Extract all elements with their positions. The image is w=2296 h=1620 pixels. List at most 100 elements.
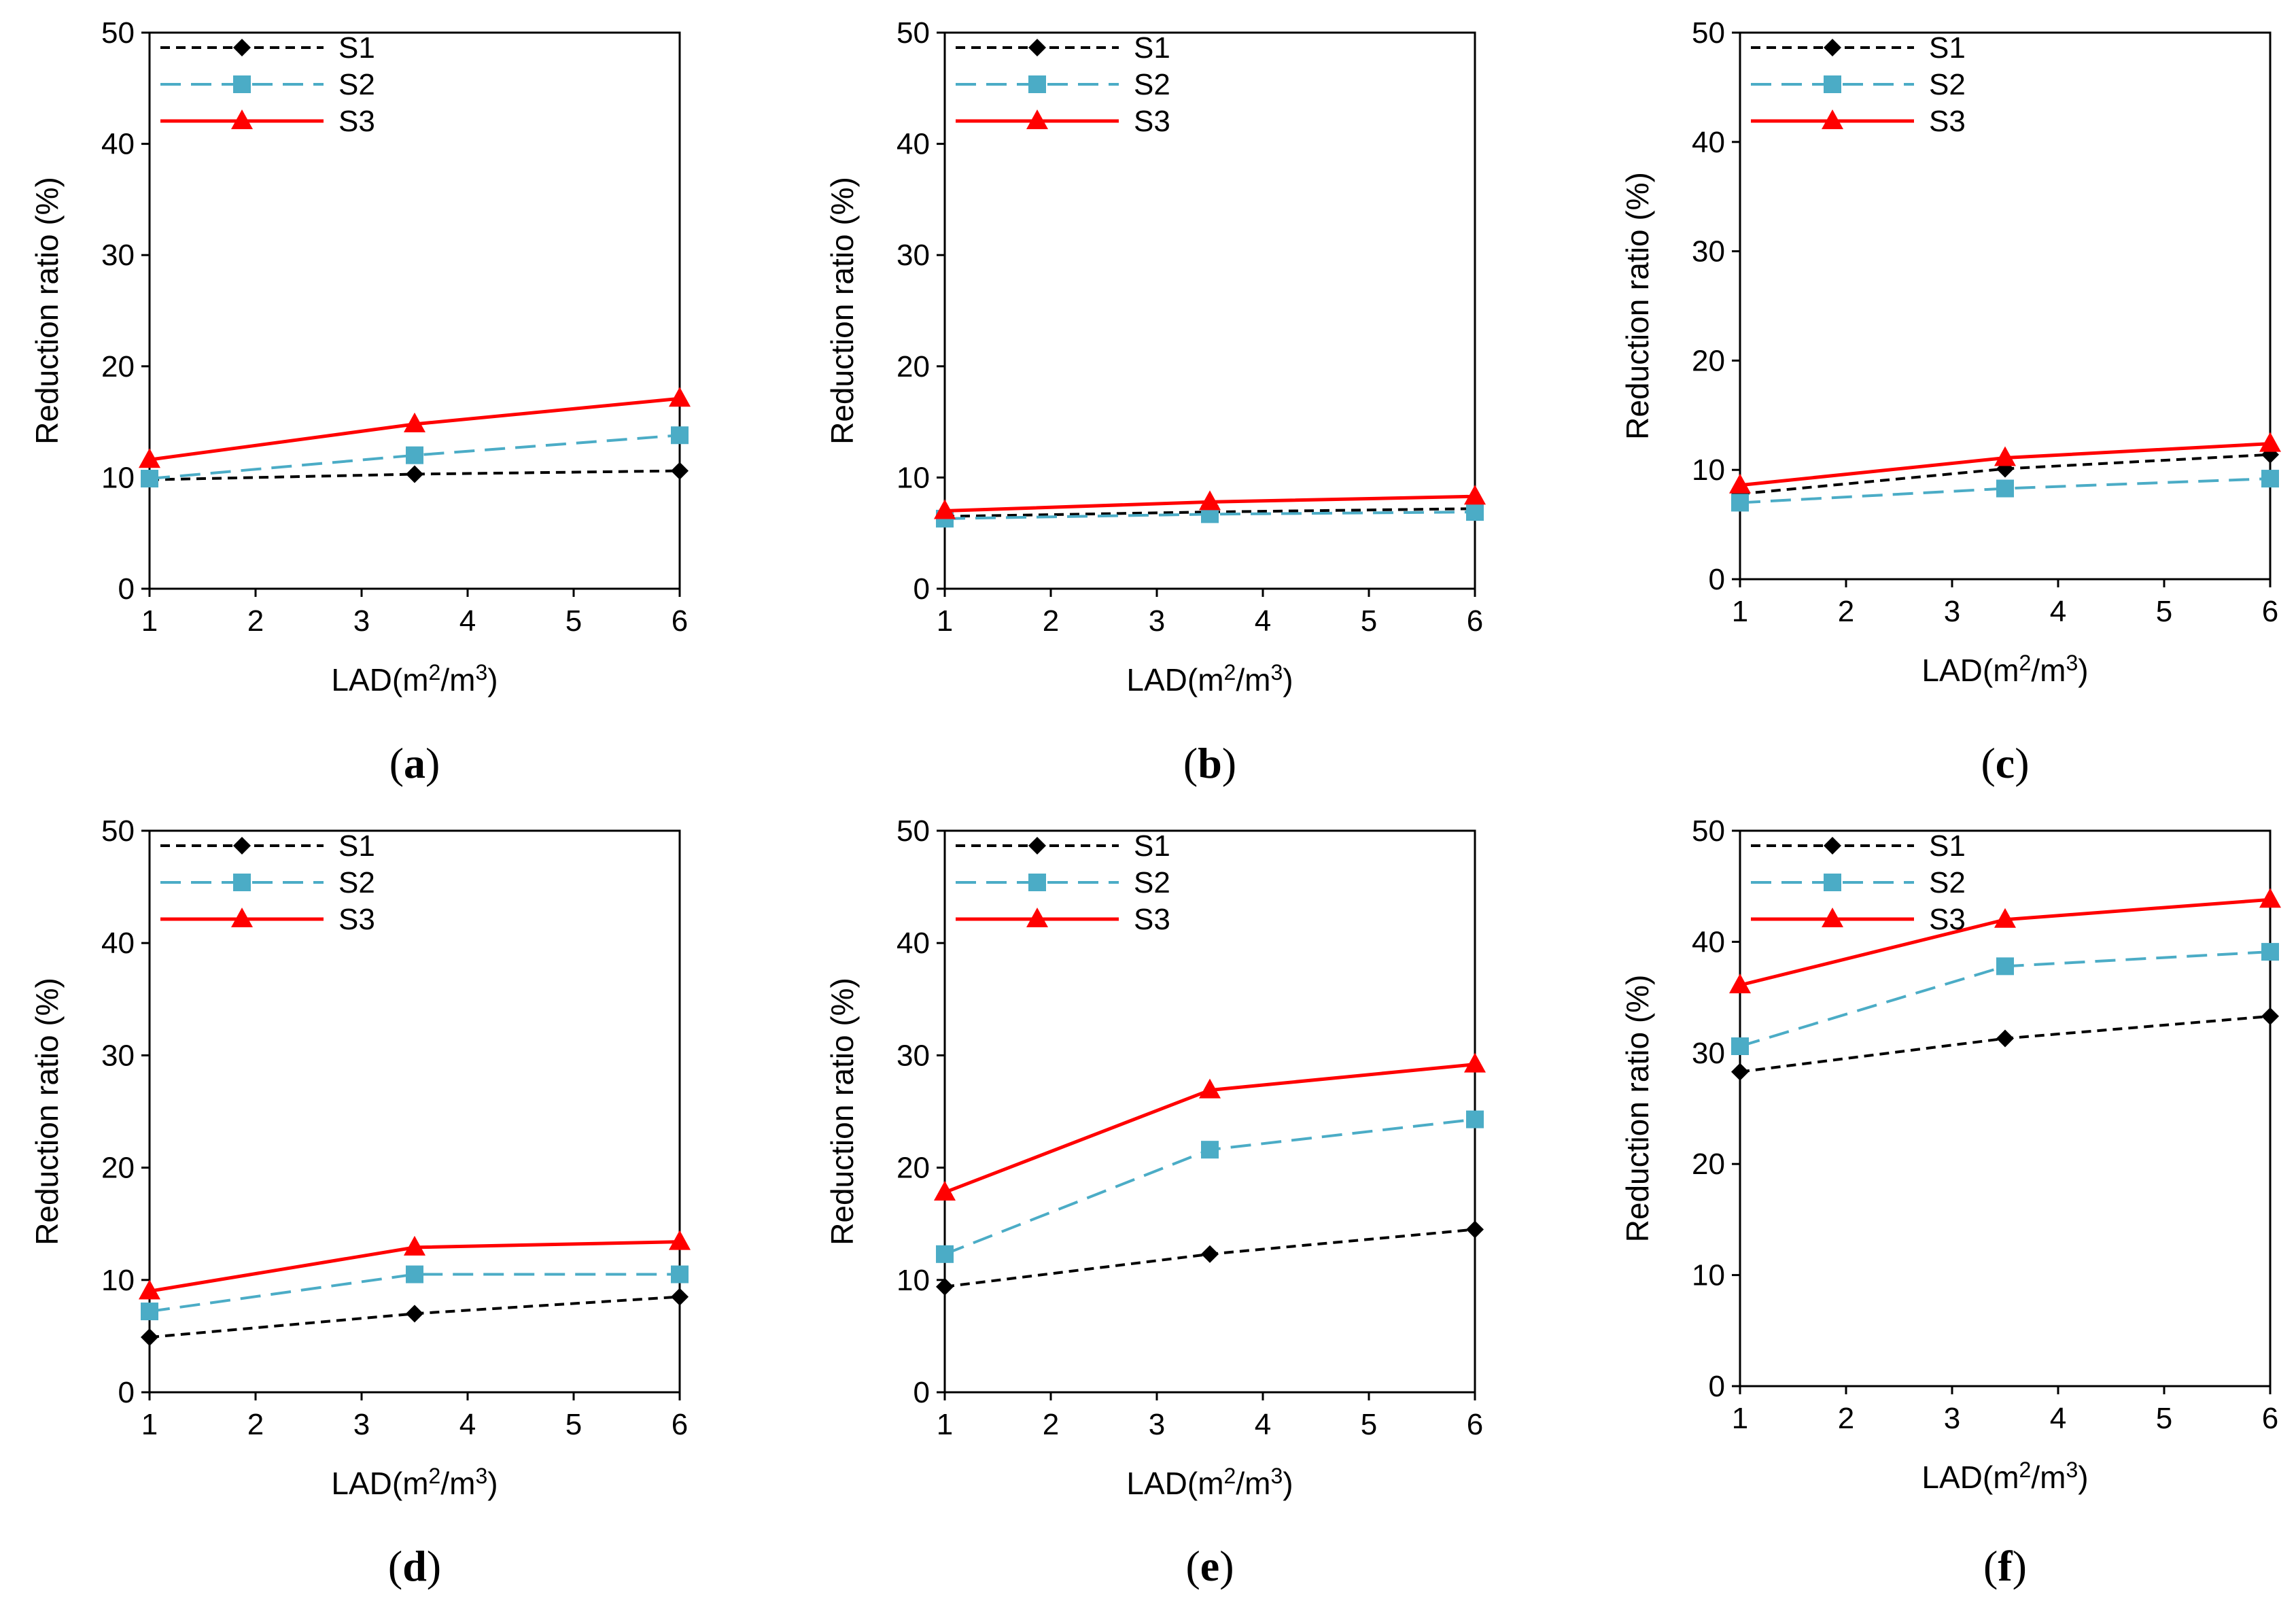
y-tick-label: 0 bbox=[1709, 563, 1725, 596]
data-point-s2 bbox=[1996, 479, 2014, 498]
data-point-s3 bbox=[139, 448, 160, 468]
x-axis-label: LAD(m2/m3) bbox=[1126, 660, 1293, 697]
y-tick-label: 40 bbox=[897, 128, 930, 161]
x-tick-label: 6 bbox=[672, 1408, 688, 1441]
data-point-s2 bbox=[1731, 494, 1749, 512]
y-tick-label: 10 bbox=[897, 461, 930, 494]
data-point-s3 bbox=[2259, 888, 2281, 908]
x-tick-label: 2 bbox=[247, 604, 264, 638]
y-tick-label: 50 bbox=[1692, 16, 1725, 50]
data-point-s1 bbox=[406, 1305, 423, 1323]
data-point-s2 bbox=[1996, 957, 2014, 976]
x-tick-label: 1 bbox=[141, 604, 158, 638]
x-tick-label: 1 bbox=[1732, 1402, 1748, 1435]
y-tick-label: 20 bbox=[897, 350, 930, 383]
data-point-s3 bbox=[404, 1235, 425, 1256]
data-point-s3 bbox=[1199, 1078, 1221, 1099]
panel-label: (b) bbox=[1183, 739, 1236, 787]
panel-label-letter: c bbox=[1996, 739, 2015, 787]
x-axis-label-superscript: 3 bbox=[1270, 660, 1283, 685]
x-axis-label-part: ) bbox=[487, 1466, 498, 1501]
legend-label-s2: S2 bbox=[1929, 68, 1966, 101]
x-axis-label-superscript: 3 bbox=[2066, 651, 2078, 675]
series-line-s2 bbox=[944, 1118, 1476, 1256]
x-axis-label-part: /m bbox=[2031, 1460, 2066, 1495]
x-axis-label-superscript: 3 bbox=[1270, 1464, 1283, 1488]
x-tick-label: 4 bbox=[2050, 1402, 2066, 1435]
legend-label-s3: S3 bbox=[1134, 105, 1170, 138]
data-point-s2 bbox=[2261, 943, 2279, 961]
panel-label: (c) bbox=[1981, 739, 2029, 787]
x-tick-label: 4 bbox=[2050, 595, 2066, 628]
legend-marker-s2 bbox=[1028, 75, 1046, 93]
x-tick-label: 5 bbox=[1361, 604, 1377, 638]
legend-marker-s3 bbox=[231, 109, 253, 129]
panel-label-letter: f bbox=[1998, 1542, 2013, 1590]
y-tick-label: 0 bbox=[914, 1376, 930, 1409]
x-axis-label-part: LAD(m bbox=[331, 662, 428, 697]
x-axis-label-superscript: 3 bbox=[2066, 1458, 2078, 1482]
x-axis-label-superscript: 2 bbox=[429, 660, 441, 685]
legend-label-s3: S3 bbox=[1134, 903, 1170, 936]
panel-label: (e) bbox=[1185, 1542, 1234, 1590]
x-tick-label: 3 bbox=[1944, 1402, 1960, 1435]
legend-marker-s2 bbox=[233, 75, 251, 93]
data-point-s1 bbox=[1201, 1245, 1219, 1263]
y-axis-label: Reduction ratio (%) bbox=[29, 978, 65, 1245]
data-point-s3 bbox=[1464, 485, 1486, 505]
x-axis-label: LAD(m2/m3) bbox=[331, 1464, 498, 1501]
y-axis-label: Reduction ratio (%) bbox=[824, 177, 860, 445]
x-axis-label-part: ) bbox=[2078, 653, 2088, 688]
chart-panel-e: 0 10 20 30 40 50 1 2 3 4 5 6 Reduction ratio (%) LAD(… bbox=[824, 814, 1486, 1590]
y-tick-label: 50 bbox=[1692, 814, 1725, 848]
panel-label-paren: ( bbox=[1183, 739, 1198, 787]
y-tick-label: 10 bbox=[101, 461, 135, 494]
legend-label-s2: S2 bbox=[1134, 68, 1170, 101]
x-axis-label: LAD(m2/m3) bbox=[1126, 1464, 1293, 1501]
x-tick-label: 5 bbox=[1361, 1408, 1377, 1441]
legend-marker-s1 bbox=[1824, 39, 1841, 56]
x-axis-label-superscript: 2 bbox=[1224, 1464, 1236, 1488]
panel-label-paren: ) bbox=[1219, 1542, 1234, 1590]
data-point-s3 bbox=[1199, 490, 1221, 511]
data-point-s3 bbox=[1994, 908, 2016, 928]
legend-label-s2: S2 bbox=[1134, 866, 1170, 899]
y-tick-label: 0 bbox=[118, 1376, 135, 1409]
legend-marker-s2 bbox=[1028, 874, 1046, 891]
legend-label-s1: S1 bbox=[1929, 31, 1966, 65]
y-axis-label: Reduction ratio (%) bbox=[824, 978, 860, 1245]
data-point-s3 bbox=[1729, 973, 1751, 994]
x-axis-label: LAD(m2/m3) bbox=[1921, 651, 2088, 688]
x-tick-label: 3 bbox=[353, 1408, 370, 1441]
plot-frame bbox=[1739, 829, 2272, 1388]
panel-label-paren: ( bbox=[1981, 739, 1995, 787]
data-point-s1 bbox=[1466, 1220, 1484, 1239]
panel-label-paren: ( bbox=[389, 739, 404, 787]
panel-label-paren: ) bbox=[2013, 1542, 2027, 1590]
x-axis-label-part: /m bbox=[1236, 662, 1270, 697]
x-axis-label-part: ) bbox=[487, 662, 498, 697]
x-axis-label-part: ) bbox=[1283, 1466, 1293, 1501]
data-point-s3 bbox=[404, 412, 425, 432]
x-tick-label: 4 bbox=[1255, 1408, 1271, 1441]
data-point-s1 bbox=[671, 1288, 689, 1306]
y-tick-label: 20 bbox=[897, 1152, 930, 1185]
y-tick-label: 40 bbox=[101, 128, 135, 161]
y-tick-label: 0 bbox=[914, 572, 930, 606]
x-tick-label: 1 bbox=[937, 1408, 953, 1441]
y-tick-label: 40 bbox=[101, 927, 135, 960]
plot-frame bbox=[148, 31, 681, 590]
data-point-s2 bbox=[2261, 470, 2279, 488]
x-axis-label-part: ) bbox=[2078, 1460, 2088, 1495]
y-tick-label: 50 bbox=[101, 16, 135, 50]
data-point-s1 bbox=[141, 1328, 158, 1347]
x-tick-label: 1 bbox=[1732, 595, 1748, 628]
panel-label-letter: d bbox=[402, 1542, 427, 1590]
x-tick-label: 2 bbox=[1838, 1402, 1854, 1435]
